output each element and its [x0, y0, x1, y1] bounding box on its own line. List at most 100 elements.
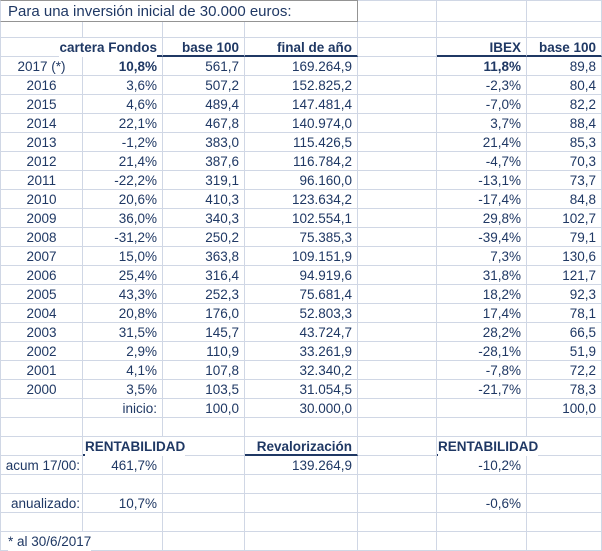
table-cell[interactable] [527, 456, 602, 475]
cell-fondos-pct[interactable]: 3,5% [83, 380, 163, 399]
table-cell[interactable] [358, 190, 437, 209]
cell-final-de-ano[interactable]: 43.724,7 [245, 323, 358, 342]
cell-fondos-base100[interactable]: 103,5 [163, 380, 245, 399]
cell-fondos-pct[interactable]: -1,2% [83, 133, 163, 152]
cell-ibex-pct[interactable]: -4,7% [437, 152, 527, 171]
cell-fondos-base100[interactable]: 110,9 [163, 342, 245, 361]
cell-year[interactable]: 2000 [0, 380, 83, 399]
table-cell[interactable] [527, 437, 602, 456]
cell-fondos-base100[interactable]: 252,3 [163, 285, 245, 304]
table-cell[interactable] [358, 342, 437, 361]
table-cell[interactable] [527, 494, 602, 513]
cell-fondos-base100[interactable]: 316,4 [163, 266, 245, 285]
cell-fondos-pct[interactable]: 10,8% [83, 57, 163, 76]
cell-year[interactable]: 2006 [0, 266, 83, 285]
table-cell[interactable] [358, 38, 437, 57]
cell-year[interactable]: 2008 [0, 228, 83, 247]
table-cell[interactable] [163, 22, 245, 38]
cell-final-de-ano[interactable]: 115.426,5 [245, 133, 358, 152]
header-ibex[interactable]: IBEX [437, 38, 527, 57]
cell-final-de-ano[interactable]: 152.825,2 [245, 76, 358, 95]
table-cell[interactable] [163, 494, 245, 513]
table-cell[interactable] [437, 0, 527, 22]
cell-ibex-pct[interactable]: -17,4% [437, 190, 527, 209]
table-cell[interactable] [83, 513, 163, 532]
cell-final-de-ano[interactable]: 169.264,9 [245, 57, 358, 76]
cell-acum-fondos[interactable]: 461,7% [83, 456, 163, 475]
table-cell[interactable] [358, 456, 437, 475]
header-final-de-ano[interactable]: final de año [245, 38, 358, 57]
cell-ibex-base100[interactable]: 73,7 [527, 171, 602, 190]
table-cell[interactable] [358, 494, 437, 513]
header-revalorizacion[interactable]: Revalorización [245, 437, 358, 456]
cell-fondos-base100[interactable]: 489,4 [163, 95, 245, 114]
cell-fondos-pct[interactable]: 3,6% [83, 76, 163, 95]
table-cell[interactable] [0, 437, 83, 456]
cell-final-de-ano[interactable]: 140.974,0 [245, 114, 358, 133]
cell-fondos-base100[interactable]: 250,2 [163, 228, 245, 247]
cell-fondos-pct[interactable]: 22,1% [83, 114, 163, 133]
cell-ibex-base100[interactable]: 51,9 [527, 342, 602, 361]
cell-year[interactable]: 2007 [0, 247, 83, 266]
cell-year[interactable]: 2014 [0, 114, 83, 133]
cell-ibex-base100[interactable]: 85,3 [527, 133, 602, 152]
table-cell[interactable] [358, 57, 437, 76]
table-cell[interactable] [83, 532, 163, 551]
cell-final-de-ano[interactable]: 96.160,0 [245, 171, 358, 190]
table-cell[interactable] [0, 399, 83, 418]
cell-ibex-pct[interactable]: 28,2% [437, 323, 527, 342]
cell-fondos-base100[interactable]: 507,2 [163, 76, 245, 95]
table-cell[interactable] [358, 152, 437, 171]
table-cell[interactable] [437, 475, 527, 494]
cell-ibex-pct[interactable]: -21,7% [437, 380, 527, 399]
cell-final-de-ano[interactable]: 102.554,1 [245, 209, 358, 228]
cell-ibex-base100[interactable]: 102,7 [527, 209, 602, 228]
cell-acum-label[interactable]: acum 17/00: [0, 456, 83, 475]
cell-ibex-pct[interactable]: -39,4% [437, 228, 527, 247]
cell-ibex-pct[interactable]: -2,3% [437, 76, 527, 95]
table-cell[interactable] [527, 532, 602, 551]
cell-fondos-pct[interactable]: 20,8% [83, 304, 163, 323]
table-cell[interactable] [358, 133, 437, 152]
table-cell[interactable] [245, 532, 358, 551]
cell-ibex-base100[interactable]: 78,1 [527, 304, 602, 323]
cell-ibex-base100[interactable]: 89,8 [527, 57, 602, 76]
table-cell[interactable] [163, 437, 245, 456]
table-cell[interactable] [83, 475, 163, 494]
header-cartera-fondos[interactable]: cartera Fondos [59, 38, 163, 57]
table-cell[interactable] [437, 399, 527, 418]
cell-ibex-pct[interactable]: 17,4% [437, 304, 527, 323]
cell-fondos-base100[interactable]: 410,3 [163, 190, 245, 209]
table-cell[interactable] [0, 475, 83, 494]
cell-year[interactable]: 2017 (*) [0, 57, 83, 76]
cell-year[interactable]: 2016 [0, 76, 83, 95]
cell-ibex-pct[interactable]: 3,7% [437, 114, 527, 133]
cell-final-de-ano[interactable]: 33.261,9 [245, 342, 358, 361]
table-cell[interactable] [358, 0, 437, 22]
table-cell[interactable] [358, 266, 437, 285]
cell-year[interactable]: 2001 [0, 361, 83, 380]
table-cell[interactable] [358, 22, 437, 38]
table-cell[interactable] [245, 22, 358, 38]
cell-footnote[interactable]: * al 30/6/2017 [0, 532, 92, 551]
cell-fondos-base100[interactable]: 467,8 [163, 114, 245, 133]
cell-final-de-ano[interactable]: 31.054,5 [245, 380, 358, 399]
table-cell[interactable] [0, 513, 83, 532]
cell-ibex-base100[interactable]: 92,3 [527, 285, 602, 304]
table-cell[interactable] [527, 418, 602, 437]
cell-ibex-pct[interactable]: 18,2% [437, 285, 527, 304]
cell-acum-revalorizacion[interactable]: 139.264,9 [245, 456, 358, 475]
cell-year[interactable]: 2013 [0, 133, 83, 152]
cell-inicio-label[interactable]: inicio: [83, 399, 163, 418]
table-cell[interactable] [358, 285, 437, 304]
cell-fondos-pct[interactable]: 15,0% [83, 247, 163, 266]
title-cell[interactable]: Para una inversión inicial de 30.000 eur… [0, 0, 358, 22]
cell-fondos-base100[interactable]: 561,7 [163, 57, 245, 76]
cell-fondos-pct[interactable]: -22,2% [83, 171, 163, 190]
cell-fondos-base100[interactable]: 107,8 [163, 361, 245, 380]
cell-ibex-pct[interactable]: -7,8% [437, 361, 527, 380]
table-cell[interactable] [358, 418, 437, 437]
cell-final-de-ano[interactable]: 147.481,4 [245, 95, 358, 114]
table-cell[interactable] [83, 418, 163, 437]
cell-acum-ibex[interactable]: -10,2% [437, 456, 527, 475]
